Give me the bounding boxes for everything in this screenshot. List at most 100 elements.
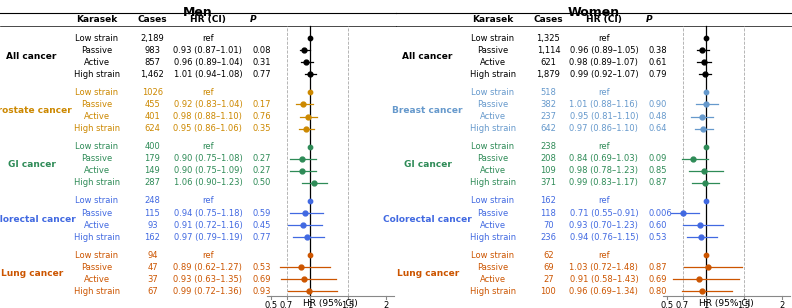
Text: Breast cancer: Breast cancer [392,106,463,115]
Text: 0.93 (0.70–1.23): 0.93 (0.70–1.23) [569,221,638,229]
Text: 0.90 (0.75–1.09): 0.90 (0.75–1.09) [173,166,242,175]
Text: 2: 2 [383,301,389,308]
Text: Active: Active [84,221,110,229]
Text: 0.77: 0.77 [253,233,272,242]
Text: 1.01 (0.94–1.08): 1.01 (0.94–1.08) [173,70,242,79]
Text: 0.69: 0.69 [649,275,667,284]
Text: 0.64: 0.64 [649,124,667,133]
Text: Active: Active [480,166,506,175]
Text: 0.98 (0.88–1.10): 0.98 (0.88–1.10) [173,112,242,121]
Text: High strain: High strain [470,287,516,296]
Text: 0.61: 0.61 [649,58,667,67]
Text: 518: 518 [540,88,557,97]
Text: ref: ref [202,88,214,97]
Text: 0.7: 0.7 [280,301,293,308]
Text: 0.38: 0.38 [649,46,668,55]
Text: 0.5: 0.5 [661,301,674,308]
Text: 0.08: 0.08 [253,46,271,55]
Text: 208: 208 [540,154,557,163]
Text: Passive: Passive [82,100,112,109]
Text: HR (95% CI): HR (95% CI) [699,299,754,308]
Text: 401: 401 [145,112,160,121]
Text: Colorectal cancer: Colorectal cancer [0,215,76,224]
Text: 0.7: 0.7 [676,301,689,308]
Text: 642: 642 [540,124,557,133]
Text: Low strain: Low strain [471,197,515,205]
Text: 47: 47 [147,263,158,272]
Text: 69: 69 [543,263,554,272]
Text: GI cancer: GI cancer [404,160,451,169]
Text: 1.01 (0.88–1.16): 1.01 (0.88–1.16) [569,100,638,109]
Text: 67: 67 [147,287,158,296]
Text: Passive: Passive [478,46,508,55]
Text: 1.5: 1.5 [737,301,751,308]
Text: 162: 162 [540,197,557,205]
Text: 1: 1 [703,301,708,308]
Text: 115: 115 [145,209,160,217]
Text: Prostate cancer: Prostate cancer [0,106,72,115]
Text: 0.92 (0.83–1.04): 0.92 (0.83–1.04) [173,100,242,109]
Text: 0.93 (0.87–1.01): 0.93 (0.87–1.01) [173,46,242,55]
Text: P: P [645,15,652,24]
Text: 0.76: 0.76 [253,112,272,121]
Text: 238: 238 [540,142,557,151]
Text: HR (CI): HR (CI) [586,15,622,24]
Text: 62: 62 [543,251,554,260]
Text: 109: 109 [541,166,556,175]
Text: 0.71 (0.55–0.91): 0.71 (0.55–0.91) [569,209,638,217]
Text: 94: 94 [147,251,158,260]
Text: GI cancer: GI cancer [8,160,55,169]
Text: Low strain: Low strain [75,142,119,151]
Text: 0.84 (0.69–1.03): 0.84 (0.69–1.03) [569,154,638,163]
Text: 0.69: 0.69 [253,275,271,284]
Text: 162: 162 [144,233,161,242]
Text: ref: ref [598,34,610,43]
Text: Passive: Passive [478,263,508,272]
Text: High strain: High strain [74,178,120,187]
Text: 0.27: 0.27 [253,154,271,163]
Text: 0.5: 0.5 [265,301,278,308]
Text: HR (CI): HR (CI) [190,15,226,24]
Text: Active: Active [480,112,506,121]
Text: Passive: Passive [478,154,508,163]
Text: Passive: Passive [478,100,508,109]
Text: Low strain: Low strain [471,142,515,151]
Text: 2: 2 [779,301,785,308]
Text: 0.50: 0.50 [253,178,271,187]
Text: Active: Active [480,58,506,67]
Text: 1.5: 1.5 [341,301,355,308]
Text: 0.96 (0.89–1.04): 0.96 (0.89–1.04) [173,58,242,67]
Text: Low strain: Low strain [75,197,119,205]
Text: High strain: High strain [470,178,516,187]
Text: Low strain: Low strain [75,88,119,97]
Text: 100: 100 [541,287,556,296]
Text: High strain: High strain [470,70,516,79]
Text: High strain: High strain [470,233,516,242]
Text: High strain: High strain [74,287,120,296]
Text: Women: Women [568,6,620,19]
Text: 0.53: 0.53 [649,233,667,242]
Text: 0.93 (0.63–1.35): 0.93 (0.63–1.35) [173,275,242,284]
Text: 0.60: 0.60 [649,221,667,229]
Text: Low strain: Low strain [75,251,119,260]
Text: High strain: High strain [74,124,120,133]
Text: High strain: High strain [74,70,120,79]
Text: 621: 621 [540,58,557,67]
Text: Colorectal cancer: Colorectal cancer [383,215,472,224]
Text: 0.97 (0.79–1.19): 0.97 (0.79–1.19) [173,233,242,242]
Text: Low strain: Low strain [471,88,515,97]
Text: Passive: Passive [82,46,112,55]
Text: 0.98 (0.89–1.07): 0.98 (0.89–1.07) [569,58,638,67]
Text: 0.94 (0.76–1.15): 0.94 (0.76–1.15) [569,233,638,242]
Text: 1: 1 [307,301,312,308]
Text: 983: 983 [144,46,161,55]
Text: 0.53: 0.53 [253,263,271,272]
Text: 0.90 (0.75–1.08): 0.90 (0.75–1.08) [173,154,242,163]
Text: Active: Active [84,112,110,121]
Text: 0.80: 0.80 [649,287,667,296]
Text: 857: 857 [144,58,161,67]
Text: 0.09: 0.09 [649,154,667,163]
Text: 0.87: 0.87 [649,263,668,272]
Text: 0.97 (0.86–1.10): 0.97 (0.86–1.10) [569,124,638,133]
Text: 0.006: 0.006 [649,209,672,217]
